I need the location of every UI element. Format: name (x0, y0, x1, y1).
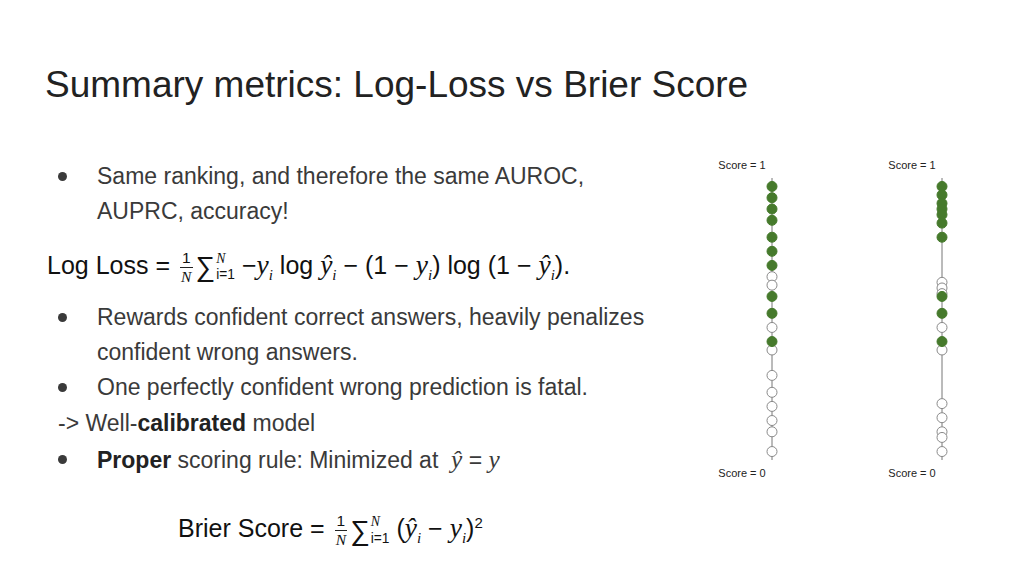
html-text:Same ranking, and therefore th: Same ranking, and therefore the same AUR… (97, 163, 590, 224)
html-text:i=1(ŷi− yi)2: i=1(ŷi− yi)2 (370, 512, 483, 547)
html-text:Rewards confident correct answ: Rewards confident correct answers, heavi… (97, 304, 651, 365)
svg-text:Score = 1: Score = 1 (718, 159, 765, 171)
html-text:Brier Score = 1: Brier Score = 1 (178, 512, 346, 543)
html-text:-> Well- calibrated model: -> Well- calibrated model (58, 410, 316, 436)
html-text:N∑N: N∑N (335, 514, 380, 549)
html-text:Proper scoring rule: Minimized: Proper scoring rule: Minimized at ŷ = y (97, 445, 500, 473)
html-text:i=1− yilog ŷi− (1 − yi) log (1: i=1− yilog ŷi− (1 − yi) log (1 − ŷi). (216, 249, 571, 283)
html-text:Log Loss = 1: Log Loss = 1 (47, 249, 191, 279)
html-text:One perfectly confident wrong: One perfectly confident wrong prediction… (97, 374, 588, 400)
svg-text:Score = 0: Score = 0 (888, 467, 935, 479)
svg-text:Score = 0: Score = 0 (718, 467, 765, 479)
svg-text:Score = 1: Score = 1 (888, 159, 935, 171)
html-text:N∑N: N∑N (181, 250, 226, 285)
html-text:Summary metrics: Log-Loss vs B: Summary metrics: Log-Loss vs Brier Score (45, 64, 749, 105)
